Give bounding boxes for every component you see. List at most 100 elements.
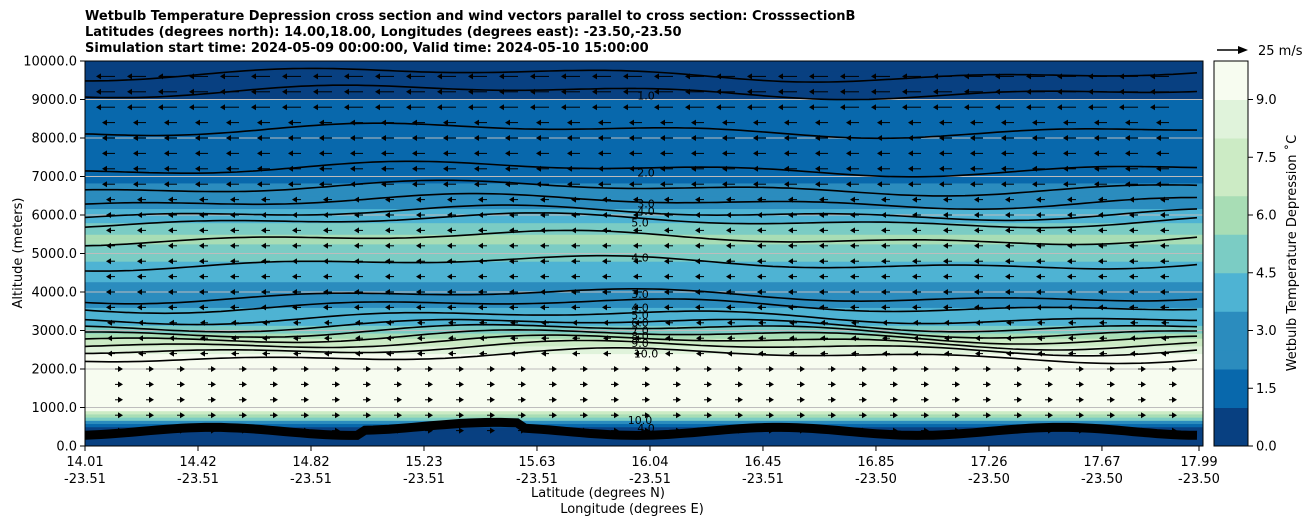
wind-vector-head (106, 273, 111, 280)
wind-vector-head (292, 212, 297, 218)
colorbar: 0.0 1.5 3.0 4.5 6.0 7.5 9.0 Wetbulb Temperatur… (1213, 60, 1300, 455)
wind-vector-head (629, 135, 634, 141)
colorbar-label: Wetbulb Temperature Depression ˚C (1284, 135, 1300, 372)
colorbar-frame (1213, 60, 1249, 447)
x-tick-label-lat: 14.42 (179, 455, 216, 470)
wind-vector-head (354, 196, 359, 203)
wind-vector-head (1150, 73, 1155, 80)
wind-vector-head (1088, 73, 1093, 80)
wind-vector-head (831, 427, 836, 434)
wind-vector-head (231, 319, 236, 326)
contour-label: 10.0 (628, 414, 653, 427)
wind-vector-head (468, 104, 473, 111)
wind-vector-head (1110, 366, 1115, 372)
wind-vector-head (133, 150, 138, 157)
contour-band (85, 80, 1203, 91)
wind-vector-head (505, 150, 510, 157)
wind-vector-head (881, 258, 886, 265)
wind-vector-head (417, 350, 422, 357)
wind-vector-head (416, 196, 421, 203)
wind-vector-head (933, 73, 938, 80)
wind-vector-head (355, 319, 360, 326)
wind-vector-head (1160, 242, 1165, 249)
wind-vector-head (1048, 427, 1053, 434)
wind-vector-head (726, 273, 731, 280)
wind-vector-head (478, 289, 483, 295)
y-axis: 0.0 1000.0 2000.0 3000.0 4000.0 5000.0 6000.0 7… (23, 55, 85, 455)
wind-vector-head (757, 304, 762, 311)
wind-vector-head (846, 181, 851, 188)
wind-vector-head (106, 242, 111, 249)
contour-band (85, 366, 1203, 370)
wind-vector-head (676, 366, 681, 372)
wind-vector-head (273, 381, 278, 388)
wind-vector-head (262, 319, 267, 326)
wind-vector-head (831, 412, 836, 419)
wind-vector-head (304, 381, 309, 388)
contour-band (85, 295, 1203, 301)
wind-vector-head (474, 181, 479, 188)
wind-vector-head (1098, 227, 1103, 234)
wind-vector-head (509, 227, 514, 234)
wind-vector-head (530, 104, 535, 111)
wind-vector-head (695, 258, 700, 265)
wind-vector-head (877, 181, 882, 188)
title-line-3: Simulation start time: 2024-05-09 00:00:… (85, 41, 649, 56)
contour-label: 6.0 (631, 317, 649, 330)
wind-vector-head (261, 242, 266, 249)
wind-vector-head (598, 181, 603, 188)
wind-vector-head (614, 396, 619, 403)
contour-band (85, 189, 1203, 197)
contour-line (85, 339, 1198, 357)
wind-vector-head (1172, 381, 1177, 388)
wind-vector-head (257, 150, 262, 157)
colorbar-band (1214, 253, 1248, 274)
wind-vector-head (1005, 196, 1010, 203)
contour-band (85, 311, 1203, 316)
wind-vector-head (381, 181, 386, 188)
x-tick-label-lon: -23.51 (64, 472, 106, 487)
wind-vector-head (447, 289, 452, 295)
wind-vector-head (189, 88, 194, 95)
wind-vector-head (385, 273, 390, 280)
plot-area: 1.02.03.04.05.04.03.04.05.06.07.08.09.01… (85, 61, 1203, 446)
contour-label: 9.0 (631, 337, 649, 350)
wind-vector-head (1005, 212, 1010, 218)
wind-vector-head (819, 258, 824, 265)
wind-vector-head (323, 273, 328, 280)
wind-vector-head (1141, 381, 1146, 388)
wind-vector-head (199, 227, 204, 234)
wind-vector-head (913, 350, 918, 357)
wind-vector-head (583, 366, 588, 372)
wind-vector-head (447, 304, 452, 311)
wind-vector-head (226, 119, 231, 126)
colorbar-band (1214, 176, 1248, 197)
wind-vector-head (758, 335, 763, 342)
contour-band (85, 356, 1203, 360)
wind-vector-head (195, 165, 200, 172)
wind-vector-head (598, 119, 603, 126)
wind-vector-head (304, 396, 309, 403)
wind-vector-head (536, 181, 541, 188)
wind-vector-head (510, 319, 515, 326)
contour-line (85, 122, 1197, 140)
wind-vector-head (939, 165, 944, 172)
wind-vector-head (168, 212, 173, 218)
wind-vector-head (1129, 196, 1134, 203)
wind-vector-head (211, 396, 216, 403)
wind-vector-head (871, 104, 876, 111)
wind-vector-head (695, 242, 700, 249)
wind-vector-head (200, 319, 205, 326)
wind-vector-head (784, 150, 789, 157)
wind-vector-head (788, 289, 793, 295)
contour-band (85, 61, 1203, 72)
wind-vector-head (195, 181, 200, 188)
wind-vectors (96, 73, 1177, 434)
wind-vector-head (1110, 427, 1115, 434)
wind-vector-head (1156, 181, 1161, 188)
wind-vector-head (149, 396, 154, 403)
contour-band (85, 70, 1203, 81)
wind-vector-head (664, 227, 669, 234)
wind-vector-head (230, 212, 235, 218)
wind-vector-head (753, 165, 758, 172)
